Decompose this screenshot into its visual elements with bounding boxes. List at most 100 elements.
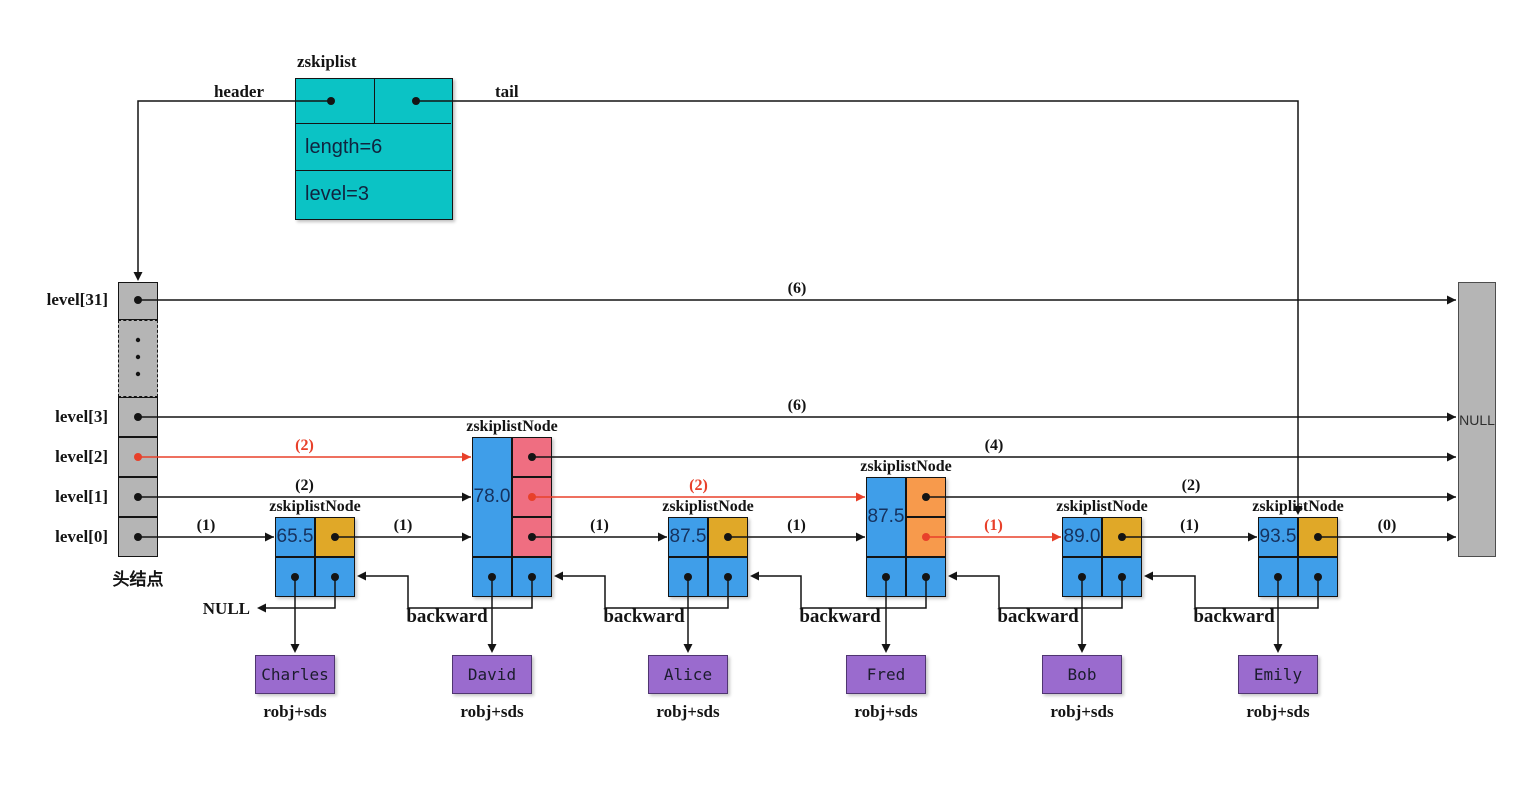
span-label: (0) xyxy=(1378,517,1397,534)
node-level0-pointer-cell xyxy=(1298,517,1338,557)
arrowhead-icon xyxy=(856,532,865,542)
head-level2-label: level[2] xyxy=(55,447,108,466)
span-label: (6) xyxy=(788,397,807,414)
arrowhead-icon xyxy=(265,532,274,542)
robj-sds-label: robj+sds xyxy=(1246,702,1310,721)
arrowhead-icon xyxy=(133,272,143,281)
node-backward-pointer-cell xyxy=(512,557,552,597)
arrowhead-icon xyxy=(1447,492,1456,502)
member-object: Alice xyxy=(648,655,728,694)
arrowhead-icon xyxy=(1077,644,1087,653)
span-label: (4) xyxy=(985,437,1004,454)
span-label: (1) xyxy=(197,517,216,534)
zskiplist-tail-pointer-cell xyxy=(374,79,451,124)
arrowhead-icon xyxy=(257,603,266,613)
head-ellipsis-cell xyxy=(118,320,158,397)
node-score-cell: 89.0 xyxy=(1062,517,1102,557)
arrowhead-icon xyxy=(1052,532,1061,542)
arrowhead-icon xyxy=(658,532,667,542)
head-level0-cell xyxy=(118,517,158,557)
arrowhead-icon xyxy=(1273,644,1283,653)
node-title: zskiplistNode xyxy=(662,498,754,515)
node-backward-pointer-cell xyxy=(1102,557,1142,597)
node-score-cell: 87.5 xyxy=(866,477,906,557)
arrowhead-icon xyxy=(1144,571,1153,581)
member-object: Emily xyxy=(1238,655,1318,694)
arrowhead-icon xyxy=(357,571,366,581)
robj-sds-label: robj+sds xyxy=(460,702,524,721)
node-title: zskiplistNode xyxy=(1252,498,1344,515)
head-level2-cell xyxy=(118,437,158,477)
node-obj-pointer-cell xyxy=(668,557,708,597)
arrowhead-icon xyxy=(1447,295,1456,305)
span-label: (2) xyxy=(295,477,314,494)
span-label: (2) xyxy=(1182,477,1201,494)
robj-sds-label: robj+sds xyxy=(1050,702,1114,721)
member-object: Bob xyxy=(1042,655,1122,694)
arrowhead-icon xyxy=(462,532,471,542)
node-title: zskiplistNode xyxy=(1056,498,1148,515)
member-object: Fred xyxy=(846,655,926,694)
span-label: (1) xyxy=(590,517,609,534)
arrowhead-icon xyxy=(948,571,957,581)
robj-sds-label: robj+sds xyxy=(263,702,327,721)
arrowhead-icon xyxy=(856,492,865,502)
backward-label: backward xyxy=(1193,606,1275,627)
head-level1-label: level[1] xyxy=(55,487,108,506)
arrowhead-icon xyxy=(290,644,300,653)
header-pointer-label: header xyxy=(213,82,264,101)
robj-sds-label: robj+sds xyxy=(656,702,720,721)
span-label: (1) xyxy=(1180,517,1199,534)
span-label: (1) xyxy=(394,517,413,534)
node-obj-pointer-cell xyxy=(1062,557,1102,597)
arrowhead-icon xyxy=(1447,452,1456,462)
head-level1-cell xyxy=(118,477,158,517)
node-title: zskiplistNode xyxy=(466,418,558,435)
node-score-cell: 65.5 xyxy=(275,517,315,557)
span-label: (1) xyxy=(984,517,1003,534)
tail-pointer-label: tail xyxy=(495,82,519,101)
node-backward-pointer-cell xyxy=(708,557,748,597)
node-backward-pointer-cell xyxy=(315,557,355,597)
node-level0-pointer-cell xyxy=(708,517,748,557)
span-label: (6) xyxy=(788,280,807,297)
node-obj-pointer-cell xyxy=(275,557,315,597)
backward-label: backward xyxy=(997,606,1079,627)
node-level1-pointer-cell xyxy=(906,477,946,517)
node-obj-pointer-cell xyxy=(472,557,512,597)
node-level0-pointer-cell xyxy=(906,517,946,557)
node-score-cell: 93.5 xyxy=(1258,517,1298,557)
zskiplist-title: zskiplist xyxy=(297,52,357,71)
arrowhead-icon xyxy=(683,644,693,653)
head-level3-cell xyxy=(118,397,158,437)
span-label: (1) xyxy=(787,517,806,534)
zskiplist-level-field: level=3 xyxy=(305,183,369,205)
backward-label: backward xyxy=(799,606,881,627)
node-level2-pointer-cell xyxy=(512,437,552,477)
node-score-cell: 78.0 xyxy=(472,437,512,557)
span-label: (2) xyxy=(295,437,314,454)
node-level0-pointer-cell xyxy=(1102,517,1142,557)
member-object: Charles xyxy=(255,655,335,694)
head-node-caption: 头结点 xyxy=(112,570,164,589)
arrowhead-icon xyxy=(881,644,891,653)
null-backward-label: NULL xyxy=(203,599,250,618)
node-level0-pointer-cell xyxy=(512,517,552,557)
null-terminator-box: NULL xyxy=(1458,282,1496,557)
node-level1-pointer-cell xyxy=(512,477,552,517)
zskiplist-header-pointer-cell xyxy=(296,79,374,124)
node-score-cell: 87.5 xyxy=(668,517,708,557)
head-level31-label: level[31] xyxy=(46,290,108,309)
zskiplist-length-field: length=6 xyxy=(296,124,451,171)
arrowhead-icon xyxy=(487,644,497,653)
head-level31-cell xyxy=(118,282,158,320)
arrowhead-icon xyxy=(1447,532,1456,542)
node-backward-pointer-cell xyxy=(1298,557,1338,597)
member-object: David xyxy=(452,655,532,694)
zskiplist-box: length=6 level=3 xyxy=(295,78,453,220)
arrowhead-icon xyxy=(1447,412,1456,422)
node-obj-pointer-cell xyxy=(1258,557,1298,597)
arrowhead-icon xyxy=(462,452,471,462)
node-backward-pointer-cell xyxy=(906,557,946,597)
